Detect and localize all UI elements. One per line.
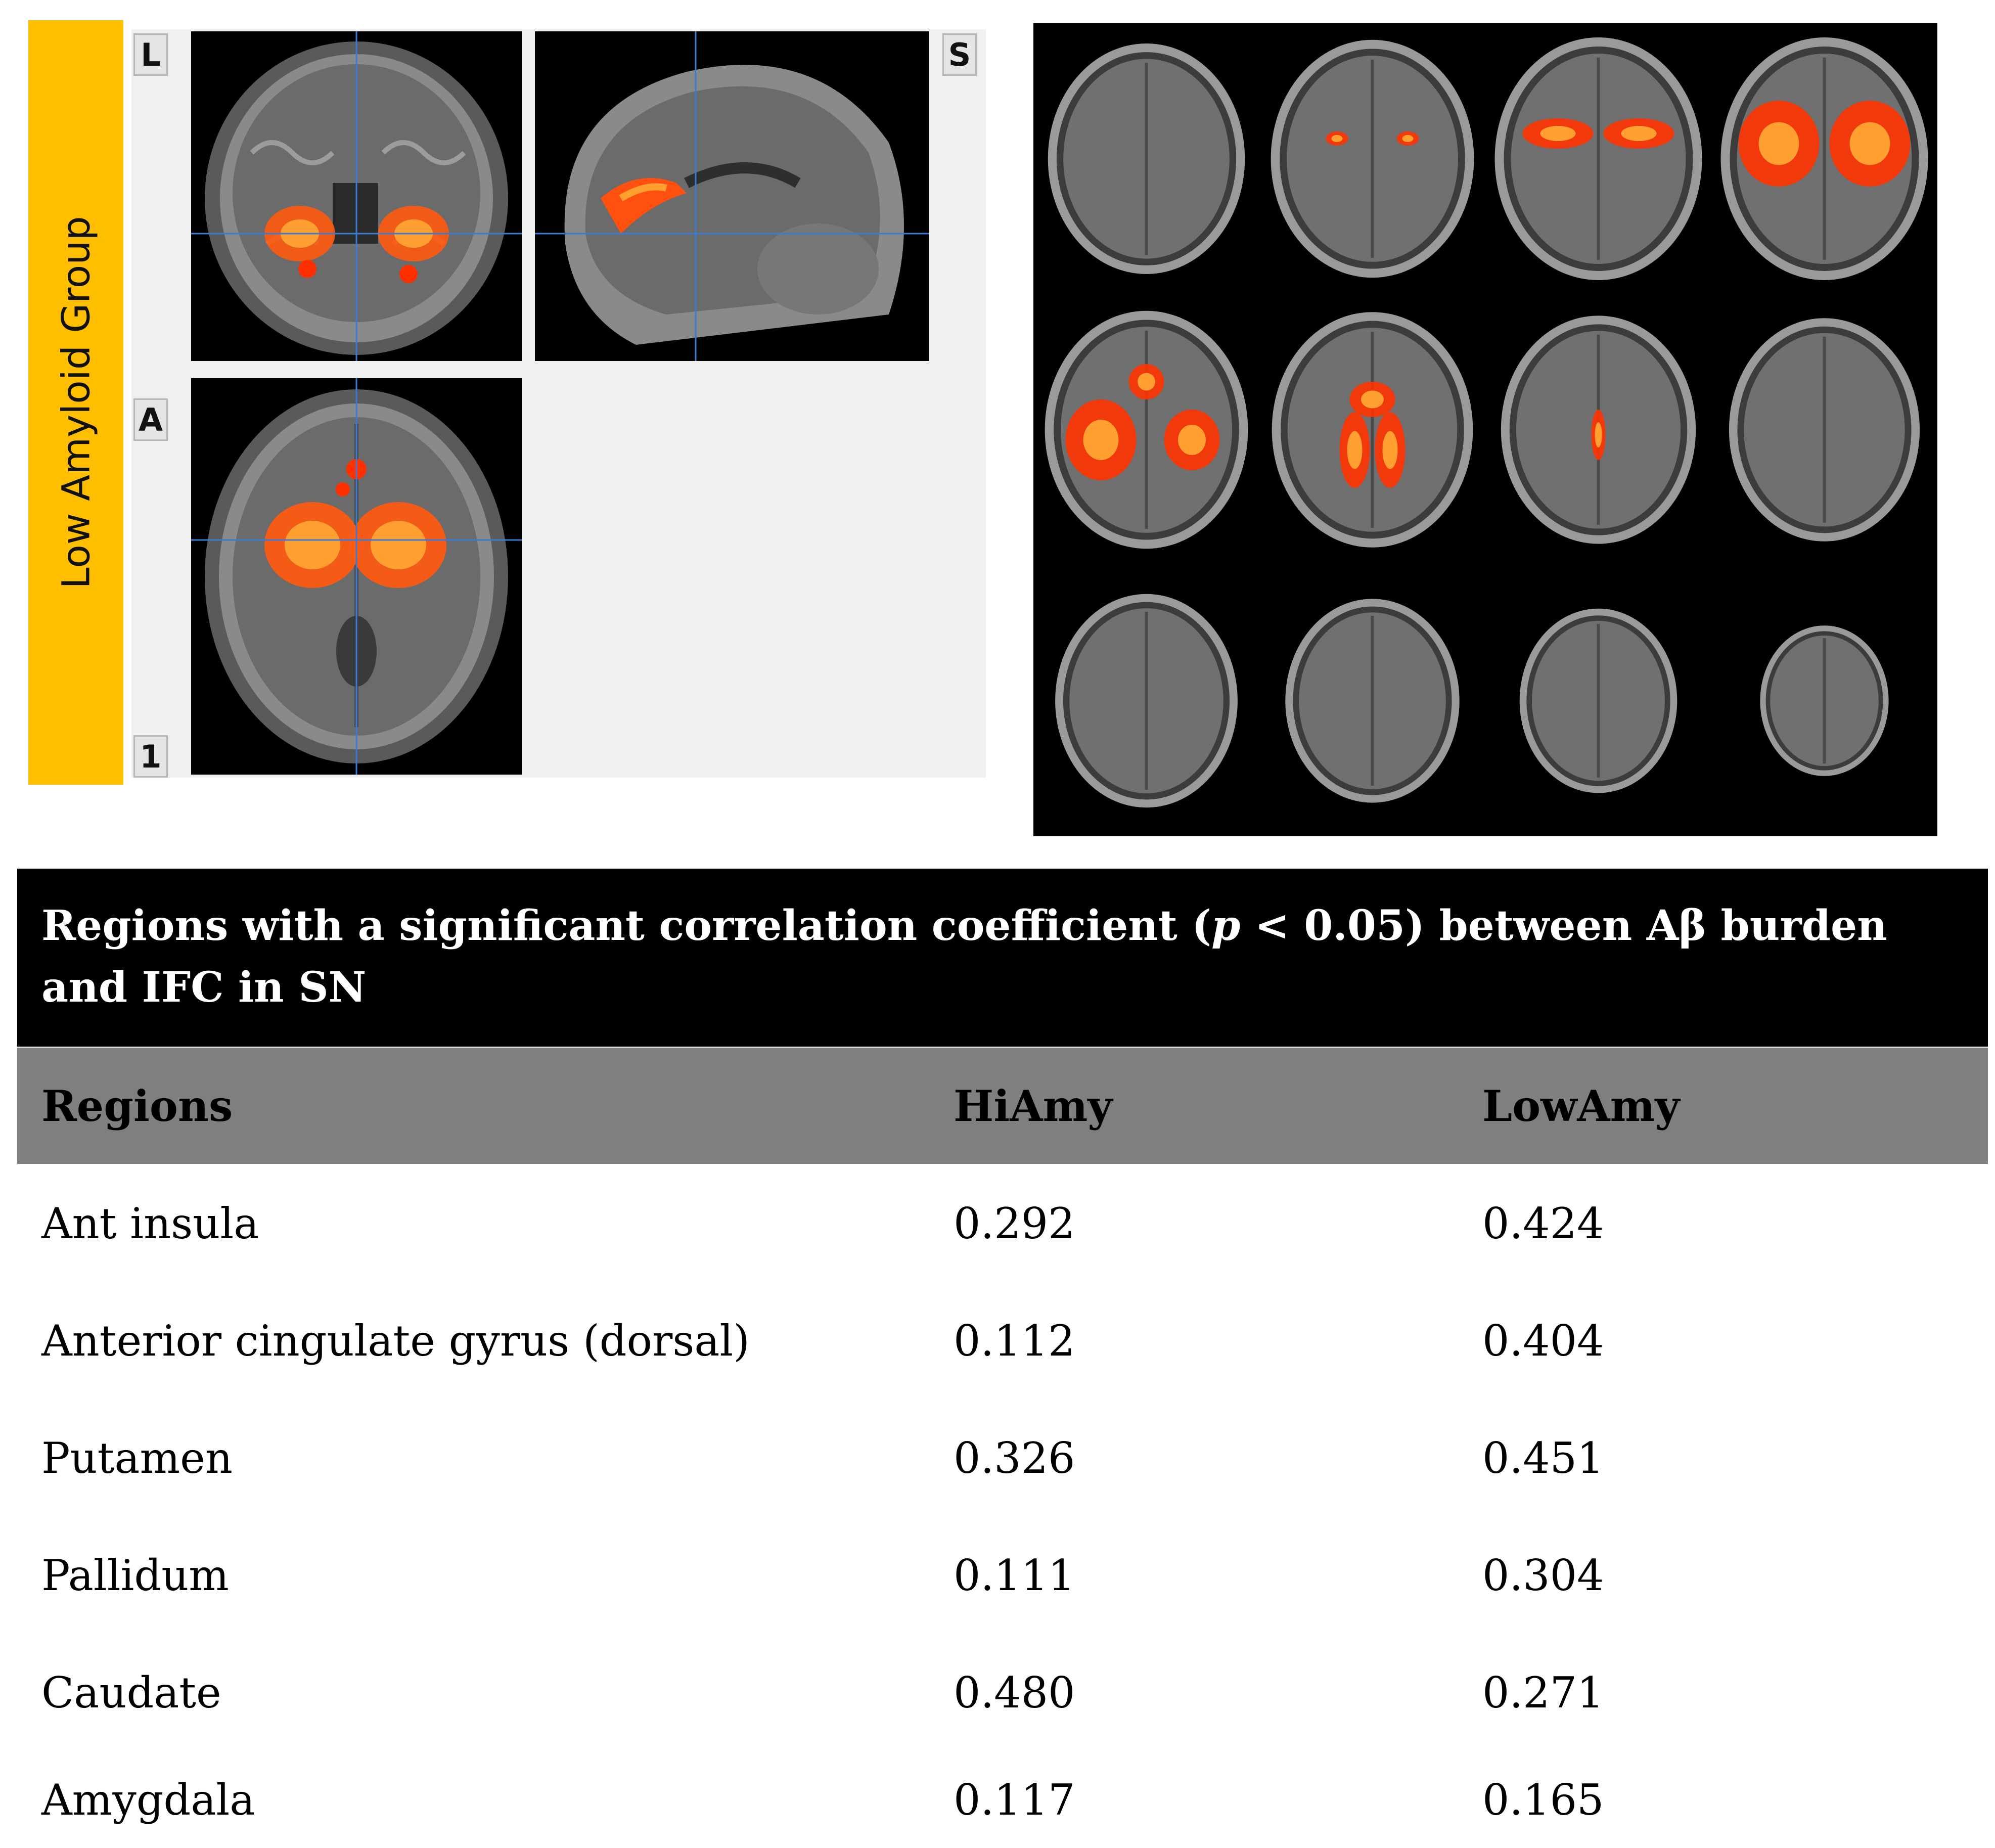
montage-slice [1271,39,1474,278]
montage-slice [1285,599,1460,803]
montage-slice [1494,37,1702,280]
group-label: Low Amyloid Group [53,216,99,589]
group-label-tab [28,20,123,785]
cell-lowamy: 0.304 [1482,1551,1604,1600]
montage-slice [1045,310,1248,549]
cell-hiamy: 0.112 [954,1316,1075,1366]
cell-region: Pallidum [41,1551,229,1600]
cell-lowamy: 0.404 [1482,1316,1604,1366]
montage-slice [1729,318,1920,542]
orthogonal-viewer: L S A 1 [131,29,986,778]
axial-slice[interactable] [191,378,522,775]
cell-hiamy: 0.480 [954,1668,1075,1718]
montage-slice [1272,312,1473,548]
montage-slice [1055,594,1238,808]
table-header-row: Regions HiAmy LowAmy [17,1048,1988,1164]
cell-lowamy: 0.165 [1482,1775,1604,1825]
cell-region: Ant insula [41,1199,259,1248]
table-row: Caudate 0.480 0.271 [17,1634,1988,1751]
sagittal-slice[interactable] [535,31,929,361]
table-row: Pallidum 0.111 0.304 [17,1517,1988,1634]
slice-index-label: 1 [133,735,168,778]
montage-slice [1519,608,1677,793]
cell-hiamy: 0.111 [954,1551,1075,1600]
header-hiamy: HiAmy [954,1080,1113,1131]
cell-hiamy: 0.117 [954,1775,1075,1825]
coronal-slice[interactable] [191,31,522,361]
orientation-superior-label: S [942,33,977,76]
header-regions: Regions [41,1080,233,1131]
cell-region: Putamen [41,1433,233,1483]
cell-region: Amygdala [41,1775,255,1825]
cell-lowamy: 0.451 [1482,1433,1604,1483]
axial-slice-montage [1033,23,1937,836]
table-row: Amygdala 0.117 0.165 [17,1751,1988,1848]
cell-hiamy: 0.326 [954,1433,1075,1483]
cell-region: Caudate [41,1668,221,1718]
orientation-left-label: L [133,33,168,76]
cell-hiamy: 0.292 [954,1199,1075,1248]
cell-lowamy: 0.271 [1482,1668,1604,1718]
montage-slice [1501,315,1696,544]
table-title: Regions with a significant correlation c… [41,902,1887,1012]
table-row: Putamen 0.326 0.451 [17,1400,1988,1517]
table-row: Ant insula 0.292 0.424 [17,1165,1988,1282]
header-lowamy: LowAmy [1482,1080,1680,1131]
cell-lowamy: 0.424 [1482,1199,1604,1248]
montage-slice [1720,37,1928,280]
table-row: Anterior cingulate gyrus (dorsal) 0.112 … [17,1282,1988,1400]
table-title-bar: Regions with a significant correlation c… [17,869,1988,1047]
cell-region: Anterior cingulate gyrus (dorsal) [41,1316,750,1366]
montage-slice [1760,625,1889,776]
montage-slice [1048,43,1245,274]
orientation-anterior-label: A [133,398,168,441]
